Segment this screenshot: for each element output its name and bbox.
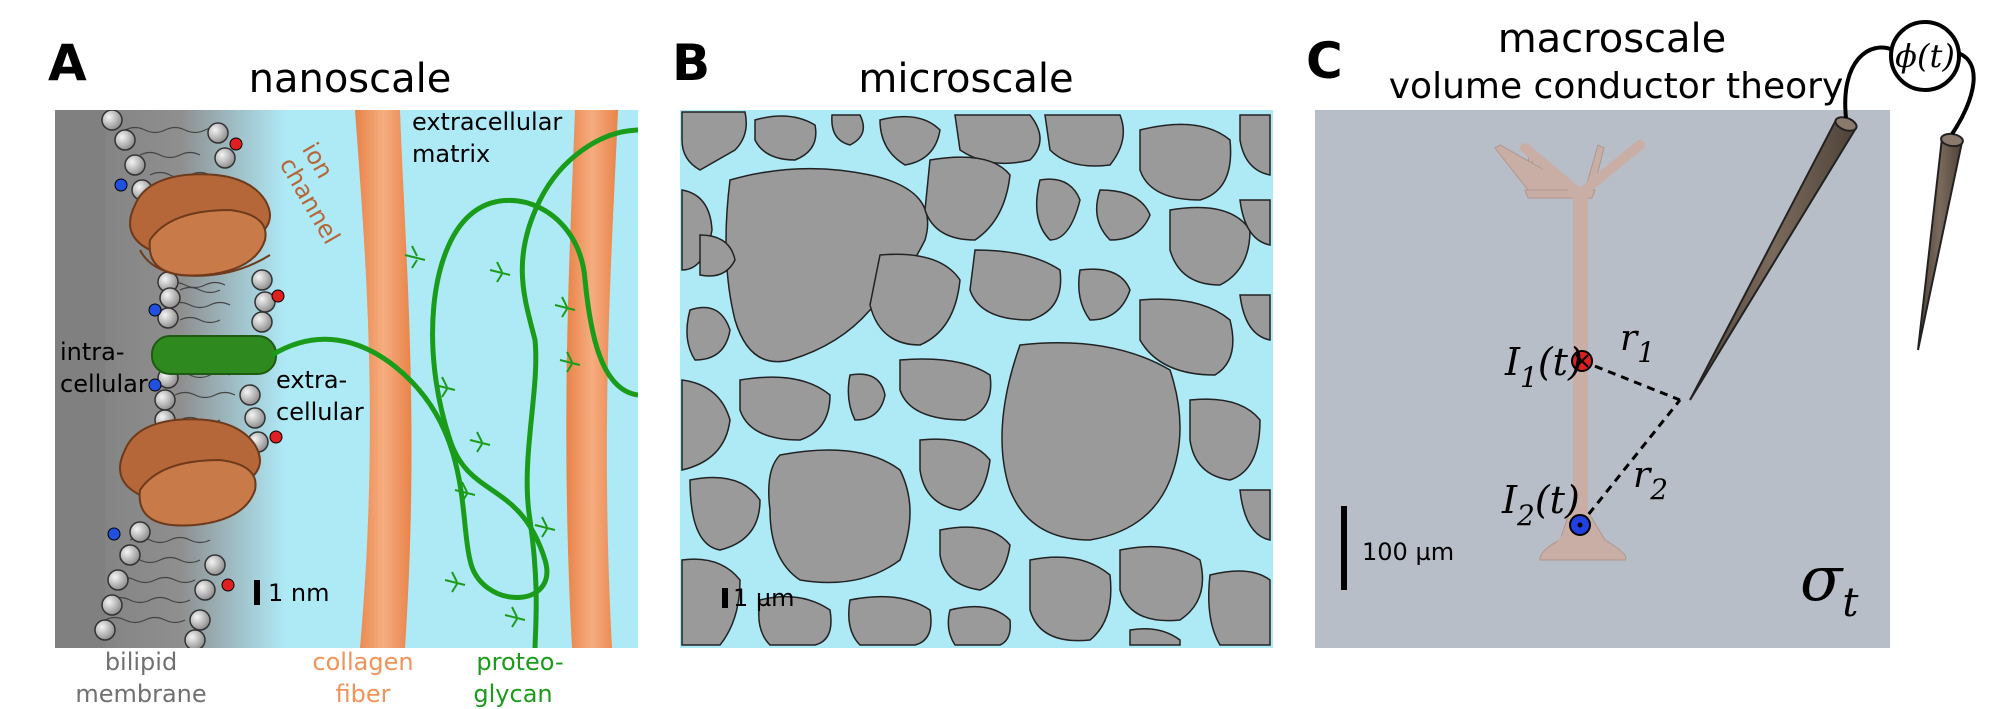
lipid-heads	[94, 110, 276, 648]
sigma-label: σt	[1800, 542, 1859, 626]
bilipid-label-2: membrane	[75, 680, 206, 708]
negative-charge-icon	[107, 527, 121, 541]
positive-charge-icon	[271, 289, 285, 303]
r1-label: r1	[1620, 318, 1655, 369]
r1-line	[1581, 359, 1681, 402]
negative-charge-icon	[148, 378, 162, 392]
r2-label: r2	[1633, 455, 1668, 506]
collagen-fiber-right	[566, 110, 618, 648]
panel-b-title: microscale	[858, 56, 1073, 102]
positive-charge-icon	[221, 578, 235, 592]
collagen-label-1: collagen	[312, 648, 413, 676]
panel-b-letter: B	[672, 34, 710, 92]
panel-c: C macroscale volume conductor theory	[1306, 16, 1976, 648]
negative-charge-icon	[114, 178, 128, 192]
proteoglycan-chains	[270, 127, 638, 648]
negative-charge-icon	[148, 303, 162, 317]
ion-channel-lower	[119, 418, 261, 527]
scale-bar-nm	[254, 580, 260, 605]
electrode-1-top	[1834, 116, 1858, 132]
extracellular-label-2: cellular	[276, 398, 364, 426]
panel-a: A nanoscale	[48, 34, 638, 708]
positive-charge-icon	[229, 137, 243, 151]
ecm-label-2: matrix	[412, 140, 490, 168]
scale-label-100um: 100 µm	[1362, 538, 1454, 566]
bilipid-label-1: bilipid	[105, 648, 177, 676]
voltmeter-icon	[1889, 20, 1961, 92]
scale-label-nm: 1 nm	[268, 579, 330, 607]
extracellular-label-1: extra-	[276, 366, 347, 394]
charges	[107, 137, 285, 592]
dot-icon	[1577, 522, 1583, 528]
positive-charge-icon	[269, 430, 283, 444]
intracellular-label-1: intra-	[60, 338, 125, 366]
panel-c-letter: C	[1306, 32, 1343, 90]
scale-bar-100um	[1341, 506, 1347, 590]
wire-1	[1843, 45, 1894, 119]
i1-label: I1(t)	[1504, 340, 1583, 394]
phi-label: ϕ(t)	[1895, 37, 1955, 75]
ion-channel-upper	[129, 173, 271, 277]
proteoglycan-bristles	[404, 245, 581, 628]
panel-c-title-2: volume conductor theory	[1389, 66, 1844, 107]
collagen-label-2: fiber	[336, 680, 391, 708]
scale-bar-um	[722, 588, 728, 608]
wire-2	[1950, 50, 1976, 136]
scale-label-um: 1 µm	[733, 584, 795, 612]
membrane-protein	[151, 335, 277, 375]
intracellular-label-2: cellular	[60, 370, 148, 398]
panel-c-title-1: macroscale	[1498, 16, 1727, 62]
collagen-fiber-left	[355, 110, 412, 648]
r2-line	[1578, 399, 1682, 526]
soma	[1548, 520, 1615, 555]
cells-micro	[681, 111, 1271, 646]
cross-icon	[1575, 354, 1589, 368]
proteoglycan-label-1: proteo-	[476, 648, 563, 676]
i2-label: I2(t)	[1501, 478, 1580, 532]
electrode-2	[1917, 136, 1964, 351]
panel-b: B microscale	[672, 34, 1273, 648]
intracellular-region	[55, 110, 105, 648]
proteoglycan-label-2: glycan	[473, 680, 552, 708]
ecm-label-1: extracellular	[412, 108, 562, 136]
panel-a-title: nanoscale	[249, 56, 452, 102]
panel-a-letter: A	[48, 34, 87, 92]
